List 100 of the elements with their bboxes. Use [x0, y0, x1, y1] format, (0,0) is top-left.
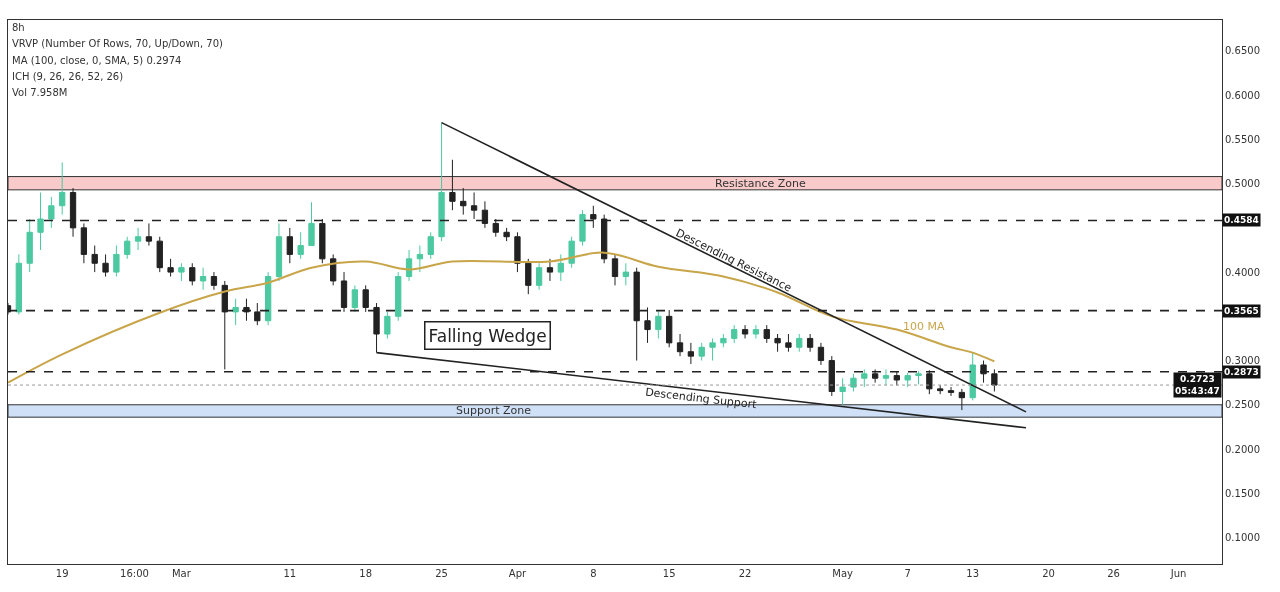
candlestick [80, 222, 88, 264]
candlestick [15, 253, 22, 316]
candlestick [275, 222, 283, 282]
annotation: MA (100, close, 0, SMA, 5) 0.2974 [12, 55, 182, 66]
candlestick [557, 253, 564, 282]
candlestick [741, 324, 749, 339]
candlestick [839, 377, 846, 406]
x-tick-label: 7 [904, 568, 911, 579]
candlestick [525, 258, 532, 295]
candlestick [395, 271, 402, 322]
x-tick-label: 15 [662, 568, 676, 579]
annotation: VRVP (Number Of Rows, 70, Up/Down, 70) [12, 38, 224, 49]
x-tick-label: 19 [55, 568, 69, 579]
candlestick [655, 309, 662, 339]
ref-line-label: 0.4584 [1224, 215, 1259, 225]
candlestick [470, 191, 478, 220]
candlestick [449, 159, 456, 211]
x-tick-label: 18 [359, 568, 373, 579]
candlestick [286, 227, 293, 264]
candlestick [26, 218, 33, 273]
x-tick-label: 11 [283, 568, 297, 579]
y-tick-label: 0.2500 [1225, 399, 1260, 411]
candlestick [535, 262, 543, 291]
candlestick [579, 209, 586, 247]
candlestick [351, 284, 359, 313]
candlestick [991, 368, 998, 393]
candlestick [427, 231, 434, 260]
y-tick-label: 0.1000 [1225, 531, 1260, 543]
band-label: Support Zone [456, 404, 532, 417]
candlestick [915, 370, 922, 385]
y-tick-label: 0.5500 [1225, 133, 1260, 145]
candlestick [102, 253, 109, 278]
candlestick [763, 324, 770, 344]
candlestick [611, 253, 619, 286]
series-label: 100 MA [903, 320, 945, 333]
candlestick [308, 201, 315, 247]
x-tick-label: 16:00 [120, 568, 149, 579]
candlestick [416, 245, 424, 273]
x-tick-label: 26 [1107, 568, 1120, 579]
candlestick [438, 122, 445, 242]
x-tick-label: 25 [435, 568, 448, 579]
candlestick [882, 368, 890, 386]
band-label: Resistance Zone [715, 177, 807, 190]
candlestick [503, 227, 510, 242]
annotation: 8h [12, 22, 25, 33]
x-tick-label: May [832, 568, 854, 579]
x-tick-label: 8 [590, 568, 597, 579]
candlestick [709, 337, 716, 362]
candlestick [124, 236, 131, 260]
candlestick [232, 298, 239, 326]
y-tick-label: 0.6500 [1225, 45, 1260, 57]
x-tick-label: 13 [966, 568, 980, 579]
candlestick [297, 231, 304, 260]
candlestick [850, 373, 857, 393]
candlestick [937, 384, 944, 395]
candlestick [720, 333, 727, 348]
y-tick-label: 0.2000 [1225, 443, 1260, 455]
candlestick [145, 222, 153, 247]
candlestick [676, 333, 684, 357]
candlestick [774, 333, 781, 353]
candlestick [785, 333, 792, 353]
x-tick-label: Apr [508, 568, 527, 579]
candlestick [362, 284, 369, 313]
candlestick [167, 258, 174, 278]
candlestick [687, 342, 695, 365]
candlestick [666, 309, 673, 348]
candlestick [340, 271, 348, 313]
candlestick [796, 333, 803, 353]
candlestick [199, 267, 207, 291]
annotation: Falling Wedge [428, 325, 547, 346]
candlestick [113, 245, 120, 278]
y-tick-label: 0.3000 [1225, 355, 1260, 367]
candlestick [861, 368, 868, 388]
candlestick [91, 245, 98, 273]
candlestick [264, 271, 272, 326]
y-tick-label: 0.1500 [1225, 487, 1260, 499]
candlestick [37, 191, 44, 251]
annotation: Vol 7.958M [12, 87, 68, 98]
x-tick-label: Jun [1169, 568, 1187, 579]
candlestick [405, 249, 413, 282]
candlestick [48, 196, 55, 229]
candlestick [947, 386, 955, 397]
candlestick [189, 262, 196, 286]
candlestick [904, 372, 911, 388]
candlestick [969, 352, 976, 401]
candlestick [958, 388, 966, 411]
ref-line-label: 0.2873 [1224, 367, 1259, 377]
y-tick-label: 0.4000 [1225, 266, 1260, 278]
candlestick [514, 231, 521, 273]
candlestick [460, 187, 467, 216]
candlestick [698, 342, 705, 362]
candlestick [384, 311, 391, 339]
candlestick [731, 324, 738, 344]
candlestick [752, 324, 760, 339]
candlestick [622, 262, 629, 286]
x-tick-label: 22 [738, 568, 752, 579]
candlestick [178, 262, 185, 282]
y-tick-label: 0.5000 [1225, 178, 1260, 190]
candlestick [59, 161, 66, 216]
y-tick-label: 0.6000 [1225, 89, 1260, 101]
